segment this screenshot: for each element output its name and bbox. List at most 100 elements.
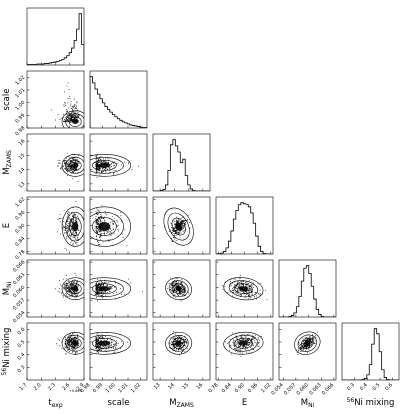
x-tick-label: 0.84 xyxy=(221,382,233,394)
y-tick-label: 0.057 xyxy=(12,297,26,311)
histogram-scale xyxy=(90,76,147,128)
panel-texp-mni xyxy=(26,259,85,318)
x-tick-label: 0.4 xyxy=(359,382,369,392)
contours-texp-ni_mixing xyxy=(61,331,84,355)
y-tick-label: 14 xyxy=(18,167,27,176)
histogram-mni xyxy=(279,265,336,317)
panel-ni_mixing-ni_mixing xyxy=(341,322,400,381)
x-tick-label: 0.066 xyxy=(321,382,335,396)
contours-mzams-E xyxy=(163,207,194,246)
y-tick-label: 1.01 xyxy=(14,87,26,99)
panel-texp-texp xyxy=(26,7,85,66)
histogram-E xyxy=(216,202,273,254)
panel-E-mni xyxy=(215,259,274,318)
y-tick-label: 0.84 xyxy=(14,236,26,248)
y-tick-label: 0.054 xyxy=(12,310,26,324)
y-axis-label: scale xyxy=(2,89,12,111)
panel-texp-scale xyxy=(26,70,85,129)
x-axis-label: 56Ni mixing xyxy=(347,397,395,408)
y-tick-label: 0.063 xyxy=(12,272,26,286)
y-tick-label: 16 xyxy=(18,138,27,147)
x-tick-label: 2.9 xyxy=(76,382,86,392)
panel-scale-ni_mixing xyxy=(89,322,148,381)
contours-mni-ni_mixing xyxy=(294,331,321,355)
y-tick-label: 0.060 xyxy=(12,285,26,299)
x-tick-label: 0.057 xyxy=(283,382,297,396)
y-tick-label: 0.96 xyxy=(14,210,26,222)
panel-E-ni_mixing xyxy=(215,322,274,381)
contours-scale-ni_mixing xyxy=(90,331,132,355)
panel-mzams-ni_mixing xyxy=(152,322,211,381)
y-tick-label: 0.99 xyxy=(14,113,26,125)
histogram-mzams xyxy=(153,139,210,191)
contours-scale-E xyxy=(90,206,132,247)
panel-mzams-mni xyxy=(152,259,211,318)
y-tick-label: 0.90 xyxy=(14,223,26,235)
y-tick-label: 1.02 xyxy=(14,196,26,208)
x-tick-label: 0.063 xyxy=(308,382,322,396)
y-axis-label: MNi xyxy=(2,281,13,295)
panel-mzams-E xyxy=(152,196,211,255)
x-axis-label: E xyxy=(242,398,247,408)
y-tick-label: 1.02 xyxy=(14,75,26,87)
y-tick-label: 0.3 xyxy=(17,365,27,375)
x-tick-label: 0.060 xyxy=(296,382,310,396)
y-tick-label: 0.78 xyxy=(14,249,26,261)
contours-scale-mzams xyxy=(90,154,132,177)
x-tick-label: 15 xyxy=(181,382,190,391)
x-tick-label: 0.78 xyxy=(207,382,219,394)
x-tick-label: 1.02 xyxy=(130,382,142,394)
contours-E-ni_mixing xyxy=(223,331,264,355)
x-axis-label: texp xyxy=(48,398,62,409)
panel-texp-E xyxy=(26,196,85,255)
y-axis-label: E xyxy=(2,223,12,228)
panel-scale-mni xyxy=(89,259,148,318)
histogram-texp xyxy=(27,13,84,65)
x-offset-label: +5.8e4 xyxy=(69,389,83,393)
x-tick-label: 2.0 xyxy=(33,382,43,392)
x-axis-label: scale xyxy=(108,398,130,408)
y-axis-label: MZAMS xyxy=(2,150,13,175)
contours-mzams-ni_mixing xyxy=(165,331,193,355)
x-tick-label: 0.054 xyxy=(270,382,284,396)
contours-E-mni xyxy=(223,277,264,301)
y-tick-label: 0.5 xyxy=(17,339,27,349)
x-axis-label: MNi xyxy=(301,398,315,409)
y-tick-label: 0.066 xyxy=(12,259,26,273)
panel-E-E xyxy=(215,196,274,255)
scatter-texp-scale xyxy=(50,82,80,123)
y-tick-label: 0.6 xyxy=(17,327,27,337)
x-tick-label: 1.00 xyxy=(105,382,117,394)
x-tick-label: 13 xyxy=(153,382,162,391)
x-tick-label: 0.99 xyxy=(92,382,104,394)
contours-texp-scale xyxy=(61,110,84,128)
contours-texp-E xyxy=(61,206,84,247)
contours-texp-mzams xyxy=(61,154,84,177)
x-axis-label: MZAMS xyxy=(169,398,194,409)
y-tick-label: 13 xyxy=(18,181,27,190)
histogram-ni_mixing xyxy=(342,328,399,380)
contours-scale-mni xyxy=(90,277,132,301)
y-axis-label: 56Ni mixing xyxy=(1,328,12,376)
contours-mzams-mni xyxy=(165,277,193,301)
panel-texp-ni_mixing xyxy=(26,322,85,381)
y-tick-label: 1.00 xyxy=(14,100,26,112)
x-tick-label: 1.01 xyxy=(117,382,129,394)
panel-mni-mni xyxy=(278,259,337,318)
x-tick-label: 1.7 xyxy=(19,382,29,392)
x-tick-label: 0.90 xyxy=(234,382,246,394)
panel-mzams-mzams xyxy=(152,133,211,192)
contours-texp-mni xyxy=(61,277,84,301)
x-tick-label: 0.5 xyxy=(372,382,382,392)
panel-scale-scale xyxy=(89,70,148,129)
x-tick-label: 14 xyxy=(167,382,176,391)
panel-mni-ni_mixing xyxy=(278,322,337,381)
y-tick-label: 0.4 xyxy=(17,352,27,362)
x-tick-label: 2.3 xyxy=(47,382,57,392)
y-tick-label: 0.98 xyxy=(14,125,26,137)
x-tick-label: 0.6 xyxy=(384,382,394,392)
panel-scale-E xyxy=(89,196,148,255)
y-tick-label: 15 xyxy=(18,153,27,162)
